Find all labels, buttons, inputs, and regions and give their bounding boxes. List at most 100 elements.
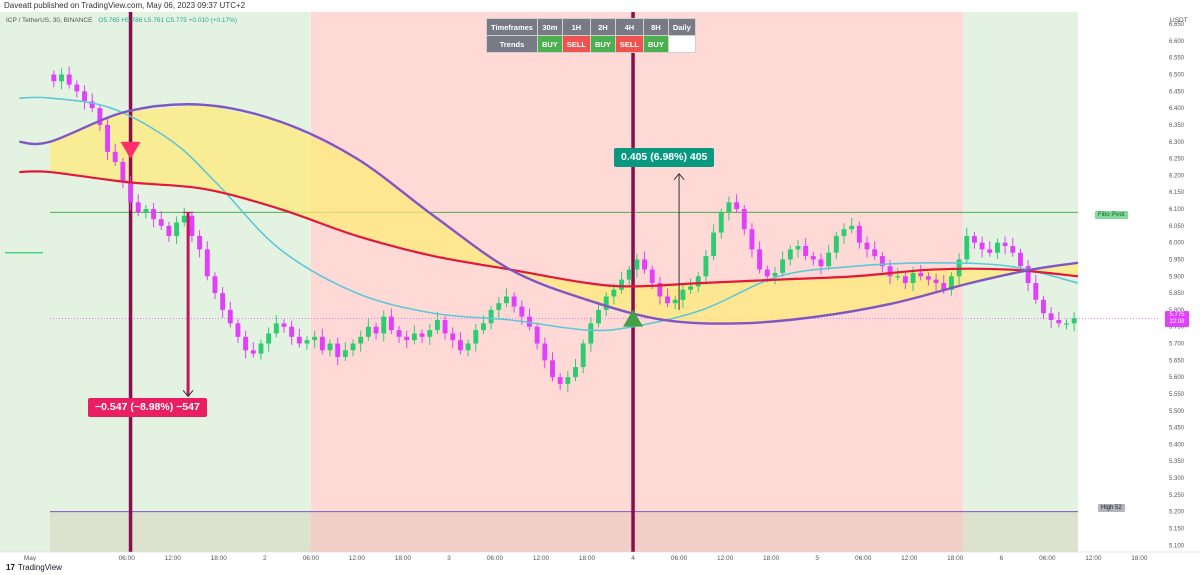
price-tick-label: 6.050 [1169,224,1185,230]
candle-body [1018,252,1023,267]
candle-body [726,202,732,213]
measure-down-label: −0.547 (−8.98%) −547 [88,398,207,417]
candle-body [588,323,594,344]
candle-body [1010,246,1016,253]
candle-body [849,225,855,230]
bar-countdown: 22:08 [1169,319,1185,325]
candle-body [82,91,87,102]
candle-body [442,319,448,334]
price-tick-label: 5.300 [1169,476,1185,482]
candle-body [204,249,210,277]
candle-body [342,350,348,357]
price-tick-label: 6.100 [1169,207,1185,213]
candle-body [1033,283,1039,300]
candle-body [112,151,118,162]
candle-body [404,336,410,341]
candle-body [818,259,824,267]
candle-body [895,276,901,278]
time-tick-label: 18:00 [947,555,964,561]
candle-body [434,319,440,331]
candle-body [833,235,839,253]
candle-body [649,269,655,283]
candle-body [197,235,203,250]
price-tick-label: 5.150 [1169,526,1185,532]
timeframes-header: Timeframes [486,18,538,36]
candle-body [527,316,532,327]
time-tick-label: 06:00 [487,555,504,561]
candle-body [964,235,970,260]
tf-4h: 4H [614,18,645,36]
candle-body [918,272,924,277]
time-tick-label: 12:00 [717,555,734,561]
measure-arrows [182,172,685,398]
tf-2h: 2H [589,18,616,36]
trends-header: Trends [486,35,538,53]
candle-body [1071,318,1077,324]
candle-body [619,279,624,290]
candle-body [657,283,663,297]
last-price: 5.775 [1169,312,1185,318]
measure-down-arrowhead [182,389,194,398]
candle-body [979,242,985,250]
price-tick-label: 5.500 [1169,409,1185,415]
candle-body [411,333,417,341]
candle-body [910,272,916,283]
candle-body [550,360,555,378]
trend-30m: BUY [536,35,563,53]
candle-body [933,279,939,283]
candle-body [151,209,157,220]
price-tick-label: 5.600 [1169,375,1185,381]
candle-body [1041,299,1046,314]
price-tick-label: 5.200 [1169,510,1185,516]
candle-body [902,276,908,283]
candle-body [120,161,126,183]
candle-body [396,330,402,337]
price-chart[interactable]: 6.650 6.600 6.550 6.500 6.450 6.400 6.350 6.300… [0,12,1200,561]
candle-body [994,242,1000,253]
price-tick-label: 5.700 [1169,342,1185,348]
candle-body [1064,323,1069,325]
candle-body [1056,319,1062,324]
candle-body [1002,242,1008,247]
candle-body [772,272,778,277]
candle-body [135,202,141,213]
candle-body [542,343,548,361]
candle-body [258,343,264,354]
measure-up-arrowhead [673,172,685,181]
candle-body [688,286,694,290]
ma-red-line [19,170,1079,288]
tf-daily: Daily [667,18,696,36]
candle-body [941,283,947,290]
candle-body [810,256,816,260]
candle-body [488,309,494,324]
candle-body [925,276,931,280]
time-tick-label: May [24,555,37,561]
candle-body [457,340,463,351]
candle-body [273,323,279,334]
candle-body [665,296,671,304]
trend-1h: SELL [561,35,591,53]
price-axis-bg [1164,12,1200,552]
candle-body [887,266,893,277]
candle-body [856,225,862,243]
time-tick-label: 06:00 [671,555,688,561]
price-tick-label: 5.450 [1169,426,1185,432]
candle-body [220,293,226,310]
candle-body [672,299,678,304]
candle-body [266,333,272,344]
candle-body [358,336,364,344]
candle-body [780,259,786,273]
candle-body [166,225,172,236]
fibo-pivot-label: Fibo Pivot [1095,211,1128,219]
measure-down-shaft [186,212,190,397]
trend-4h: SELL [614,35,645,53]
price-tick-label: 6.300 [1169,140,1185,146]
candle-body [519,306,525,317]
tradingview-logo-icon: 17 [6,563,15,572]
high-52-label: High 52 [1098,504,1125,512]
buy-signal-triangle [623,309,644,327]
candle-body [189,215,195,236]
candle-body [59,74,64,82]
price-tick-label: 6.650 [1169,22,1185,28]
candle-body [158,219,164,226]
